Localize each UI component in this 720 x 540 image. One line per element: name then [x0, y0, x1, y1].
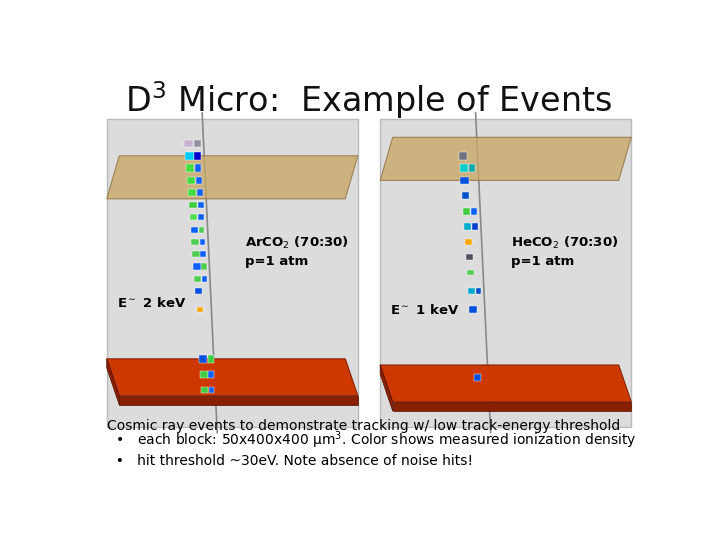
Bar: [197, 201, 204, 208]
Bar: [469, 306, 477, 313]
Bar: [185, 152, 194, 160]
Bar: [460, 177, 469, 184]
Bar: [465, 239, 472, 245]
Bar: [187, 177, 195, 184]
Bar: [198, 214, 204, 220]
Polygon shape: [380, 365, 631, 402]
Bar: [197, 190, 203, 196]
Bar: [199, 355, 207, 363]
Bar: [190, 214, 197, 220]
Text: E$^{\sim}$ 2 keV: E$^{\sim}$ 2 keV: [117, 296, 186, 310]
Text: •   hit threshold ~30eV. Note absence of noise hits!: • hit threshold ~30eV. Note absence of n…: [107, 454, 473, 468]
Bar: [467, 270, 474, 275]
Text: ArCO$_2$ (70:30)
p=1 atm: ArCO$_2$ (70:30) p=1 atm: [245, 234, 348, 268]
Bar: [191, 227, 198, 233]
Text: D$^3$ Micro:  Example of Events: D$^3$ Micro: Example of Events: [125, 79, 613, 121]
Bar: [201, 264, 207, 269]
Polygon shape: [380, 365, 392, 411]
Text: E$^{\sim}$ 1 keV: E$^{\sim}$ 1 keV: [390, 302, 459, 316]
Bar: [200, 251, 206, 258]
Bar: [197, 307, 202, 313]
Bar: [201, 387, 208, 393]
Polygon shape: [392, 402, 631, 411]
Bar: [199, 227, 204, 233]
Bar: [200, 371, 207, 377]
Bar: [380, 119, 631, 427]
Bar: [459, 164, 468, 172]
Bar: [196, 177, 202, 184]
Bar: [476, 288, 482, 294]
Bar: [192, 251, 199, 258]
Bar: [468, 288, 475, 294]
Polygon shape: [380, 137, 631, 180]
Text: •   each block: 50x400x400 μm$^3$. Color shows measured ionization density: • each block: 50x400x400 μm$^3$. Color s…: [107, 429, 636, 451]
Bar: [462, 192, 469, 199]
Polygon shape: [107, 359, 358, 396]
Bar: [466, 254, 473, 260]
Bar: [209, 387, 215, 393]
Bar: [186, 164, 194, 172]
Bar: [459, 152, 467, 160]
Bar: [471, 208, 477, 214]
Bar: [194, 288, 202, 294]
Bar: [464, 223, 472, 230]
Bar: [195, 164, 202, 172]
Bar: [188, 190, 196, 196]
Bar: [463, 208, 470, 214]
Bar: [193, 264, 200, 269]
Bar: [194, 152, 201, 160]
Bar: [194, 276, 201, 282]
Text: Cosmic ray events to demonstrate tracking w/ low track-energy threshold: Cosmic ray events to demonstrate trackin…: [107, 419, 620, 433]
Bar: [474, 374, 481, 381]
Bar: [472, 223, 478, 230]
Polygon shape: [107, 359, 120, 405]
Bar: [199, 239, 205, 245]
Bar: [184, 140, 193, 147]
Polygon shape: [107, 156, 358, 199]
Bar: [107, 119, 358, 427]
Polygon shape: [120, 396, 358, 405]
Bar: [194, 140, 201, 147]
Bar: [207, 355, 214, 363]
Bar: [189, 201, 197, 208]
Bar: [202, 276, 207, 282]
Bar: [208, 371, 214, 377]
Bar: [192, 239, 199, 245]
Bar: [469, 164, 474, 172]
Text: HeCO$_2$ (70:30)
p=1 atm: HeCO$_2$ (70:30) p=1 atm: [510, 234, 618, 268]
